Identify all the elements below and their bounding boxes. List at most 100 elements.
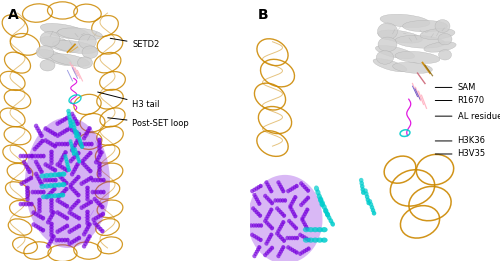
Ellipse shape: [277, 208, 281, 212]
Ellipse shape: [52, 234, 56, 239]
Ellipse shape: [435, 20, 450, 33]
Ellipse shape: [68, 229, 71, 234]
Ellipse shape: [66, 142, 70, 146]
Ellipse shape: [373, 59, 407, 72]
Ellipse shape: [74, 134, 79, 139]
Ellipse shape: [250, 233, 254, 237]
Ellipse shape: [65, 224, 69, 228]
Ellipse shape: [438, 33, 452, 45]
Ellipse shape: [97, 173, 102, 177]
Ellipse shape: [34, 172, 38, 176]
Ellipse shape: [250, 223, 253, 228]
Ellipse shape: [66, 238, 70, 242]
Ellipse shape: [82, 157, 86, 161]
Ellipse shape: [76, 133, 80, 138]
Ellipse shape: [50, 213, 54, 217]
Ellipse shape: [40, 184, 46, 189]
Ellipse shape: [290, 248, 294, 252]
Ellipse shape: [304, 248, 308, 252]
Ellipse shape: [68, 207, 73, 211]
Ellipse shape: [48, 173, 54, 178]
Ellipse shape: [258, 214, 262, 218]
Ellipse shape: [395, 51, 440, 63]
Ellipse shape: [48, 165, 52, 170]
Ellipse shape: [71, 170, 76, 174]
Ellipse shape: [41, 216, 45, 221]
Ellipse shape: [48, 183, 54, 188]
Ellipse shape: [68, 210, 71, 215]
Ellipse shape: [282, 189, 286, 193]
Ellipse shape: [251, 206, 255, 210]
Ellipse shape: [77, 236, 81, 240]
Ellipse shape: [85, 197, 90, 201]
Ellipse shape: [97, 146, 102, 151]
Ellipse shape: [320, 200, 325, 206]
Ellipse shape: [56, 210, 60, 215]
Ellipse shape: [50, 189, 54, 193]
Ellipse shape: [316, 238, 323, 243]
Ellipse shape: [84, 165, 88, 169]
Ellipse shape: [72, 203, 76, 207]
Ellipse shape: [36, 129, 41, 133]
Ellipse shape: [79, 141, 83, 146]
Ellipse shape: [260, 223, 263, 228]
Ellipse shape: [40, 134, 44, 138]
Ellipse shape: [50, 143, 55, 147]
Ellipse shape: [32, 222, 36, 227]
Ellipse shape: [424, 42, 456, 52]
Ellipse shape: [89, 176, 93, 180]
Ellipse shape: [302, 249, 306, 253]
Ellipse shape: [291, 210, 295, 214]
Ellipse shape: [294, 214, 298, 218]
Ellipse shape: [264, 180, 268, 184]
Ellipse shape: [56, 193, 62, 198]
Ellipse shape: [359, 178, 364, 182]
Ellipse shape: [50, 167, 55, 171]
Ellipse shape: [293, 236, 296, 240]
Ellipse shape: [76, 193, 80, 197]
Ellipse shape: [50, 158, 54, 163]
Ellipse shape: [70, 240, 74, 245]
Ellipse shape: [44, 195, 49, 199]
Ellipse shape: [35, 162, 40, 167]
Ellipse shape: [77, 159, 81, 163]
Ellipse shape: [72, 179, 76, 183]
Ellipse shape: [366, 200, 371, 205]
Ellipse shape: [88, 126, 92, 130]
Ellipse shape: [34, 160, 38, 164]
Ellipse shape: [50, 237, 54, 241]
Ellipse shape: [316, 227, 323, 232]
Ellipse shape: [72, 189, 76, 193]
Text: H3K36: H3K36: [436, 137, 486, 145]
Ellipse shape: [25, 197, 30, 201]
Ellipse shape: [364, 192, 368, 196]
Ellipse shape: [73, 147, 77, 151]
Ellipse shape: [25, 188, 30, 193]
Ellipse shape: [86, 177, 91, 182]
Ellipse shape: [60, 193, 66, 198]
Ellipse shape: [36, 154, 40, 158]
Ellipse shape: [292, 224, 296, 229]
Ellipse shape: [44, 183, 50, 189]
Ellipse shape: [64, 181, 68, 185]
Ellipse shape: [268, 224, 272, 229]
Ellipse shape: [267, 212, 271, 216]
Ellipse shape: [74, 130, 79, 135]
Ellipse shape: [41, 194, 46, 199]
Text: R1670: R1670: [436, 96, 484, 105]
Ellipse shape: [85, 221, 90, 226]
Ellipse shape: [252, 254, 256, 258]
Ellipse shape: [278, 235, 282, 239]
Ellipse shape: [292, 212, 296, 216]
Ellipse shape: [46, 128, 50, 132]
Ellipse shape: [290, 202, 294, 206]
Ellipse shape: [58, 212, 62, 216]
Ellipse shape: [72, 155, 76, 159]
Ellipse shape: [101, 212, 105, 216]
Ellipse shape: [378, 30, 422, 43]
Ellipse shape: [277, 233, 281, 237]
Ellipse shape: [270, 226, 274, 230]
Ellipse shape: [78, 139, 82, 143]
Ellipse shape: [48, 239, 53, 244]
Ellipse shape: [62, 117, 67, 122]
